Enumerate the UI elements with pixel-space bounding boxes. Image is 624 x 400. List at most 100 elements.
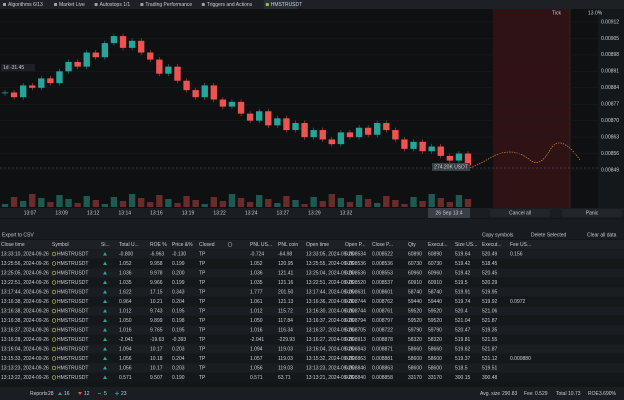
table-cell: 521.12 <box>482 356 498 362</box>
chart-button-label[interactable]: Panic <box>586 210 599 216</box>
table-cell: 0.203 <box>172 346 185 352</box>
column-header[interactable]: Fee US... <box>510 242 531 248</box>
candle <box>38 78 45 88</box>
table-row[interactable] <box>0 306 624 316</box>
column-header[interactable]: Open time <box>306 242 329 248</box>
chart-button[interactable] <box>562 209 622 217</box>
table-cell: 13:25:55, 2024-09-26 <box>306 261 354 267</box>
table-row[interactable] <box>0 258 624 269</box>
table-cell: HMSTRUSDT <box>57 356 88 362</box>
table-row[interactable] <box>0 353 624 364</box>
tab[interactable]: Market Live <box>59 2 85 8</box>
table-row[interactable] <box>0 344 624 354</box>
table-cell: 520.45 <box>482 270 498 276</box>
table-cell: 0.571 <box>250 375 263 381</box>
column-header[interactable]: PNL coin <box>278 242 298 248</box>
interval[interactable]: Tick <box>552 10 561 16</box>
table-cell: 13:17:44, 2024-09-26 <box>1 289 49 295</box>
table-row[interactable] <box>0 287 624 297</box>
table-row[interactable] <box>0 315 624 326</box>
footer-label: Reports <box>30 391 48 397</box>
volume-bar <box>256 195 263 207</box>
table-row[interactable] <box>0 277 624 288</box>
clear-button[interactable]: Clear all data <box>587 232 617 238</box>
column-header[interactable]: Total U... <box>119 242 139 248</box>
table-cell: 1.056 <box>119 356 132 362</box>
price-badge: 274.20K USDT <box>434 164 468 170</box>
column-header[interactable]: PNL US... <box>250 242 272 248</box>
candle <box>19 85 27 98</box>
volume-bar <box>174 203 181 207</box>
candle <box>310 130 317 138</box>
column-header[interactable]: ROE % <box>150 242 167 248</box>
table-cell: 59520 <box>428 318 442 324</box>
table-row[interactable] <box>0 249 624 259</box>
table-row[interactable] <box>0 363 624 373</box>
table-row[interactable] <box>0 296 624 307</box>
table-cell: 519.62 <box>455 346 471 352</box>
table-cell: 60910 <box>408 280 422 286</box>
table-cell: 0.008840 <box>345 375 366 381</box>
table-cell: TP <box>199 365 206 371</box>
table-cell: 0.199 <box>172 261 185 267</box>
table-cell: 0.203 <box>172 365 185 371</box>
column-header[interactable]: Size US... <box>455 242 477 248</box>
table-cell: 1.050 <box>250 318 263 324</box>
table-cell: -64.98 <box>278 251 292 257</box>
table-row[interactable] <box>0 268 624 278</box>
active-tab[interactable] <box>263 0 298 9</box>
table-cell: 58600 <box>408 365 422 371</box>
delete-button[interactable]: Delete Selected <box>531 232 567 238</box>
table-cell: 1.016 <box>250 327 263 333</box>
column-header[interactable]: Close P... <box>372 242 393 248</box>
symbol-icon <box>51 270 57 276</box>
volume-bar <box>183 196 190 207</box>
column-header[interactable]: Execut... <box>428 242 447 248</box>
candle <box>446 155 454 161</box>
table-row[interactable] <box>0 334 624 345</box>
column-header[interactable]: Symbol <box>52 242 69 248</box>
copy-button[interactable]: Copy symbols <box>482 232 514 238</box>
tab[interactable]: Algorithms 6/13 <box>8 2 43 8</box>
price-tick-label: 0.00856 <box>601 151 619 157</box>
table-cell: 0.008536 <box>345 270 366 276</box>
tab[interactable]: Autostops 1/1 <box>100 2 131 8</box>
table-cell: 0.571 <box>119 375 132 381</box>
volume-bar <box>228 194 236 207</box>
table-cell: 13:16:27, 2024-09-26 <box>306 337 354 343</box>
export-button[interactable]: Export to CSV <box>2 232 34 238</box>
table-cell: 1.036 <box>119 270 132 276</box>
table-row[interactable] <box>0 325 624 335</box>
column-header[interactable]: Price &% <box>172 242 193 248</box>
column-header[interactable]: Open P... <box>345 242 365 248</box>
table-cell: 1.012 <box>250 308 263 314</box>
tab[interactable]: Trading Performance <box>145 2 192 8</box>
time-tick-label: 13:24 <box>245 210 258 216</box>
column-header[interactable]: Close time <box>1 242 25 248</box>
time-tick-label: 13:09 <box>55 210 68 216</box>
table-cell: 0.008631 <box>345 289 366 295</box>
chart-button[interactable] <box>490 209 550 217</box>
column-header[interactable]: Execut... <box>482 242 501 248</box>
column-header[interactable]: Closed <box>199 242 215 248</box>
volume-bar <box>292 200 299 207</box>
symbol-icon <box>51 318 57 323</box>
table-cell: 0.008744 <box>345 308 366 314</box>
table-cell: 1.056 <box>250 365 263 371</box>
table-cell: 0.008522 <box>372 251 393 257</box>
tab[interactable]: Triggers and Actions <box>207 2 253 8</box>
table-cell: 13:13:23, 2024-09-26 <box>1 365 49 371</box>
projection-line <box>469 142 581 169</box>
candle <box>219 99 227 107</box>
table-row[interactable] <box>0 372 624 383</box>
candle <box>256 111 263 121</box>
zoom[interactable]: 13.0% <box>588 10 603 16</box>
column-header[interactable]: Si... <box>101 242 110 248</box>
chart-button-label[interactable]: Cancel all <box>509 210 531 216</box>
symbol-icon <box>51 337 57 342</box>
tab[interactable]: HMSTRUSDT <box>271 2 302 8</box>
column-header[interactable]: Qty <box>408 242 416 248</box>
table-cell: 519.74 <box>455 299 471 305</box>
candle <box>128 40 136 48</box>
volume-bar <box>19 201 27 207</box>
